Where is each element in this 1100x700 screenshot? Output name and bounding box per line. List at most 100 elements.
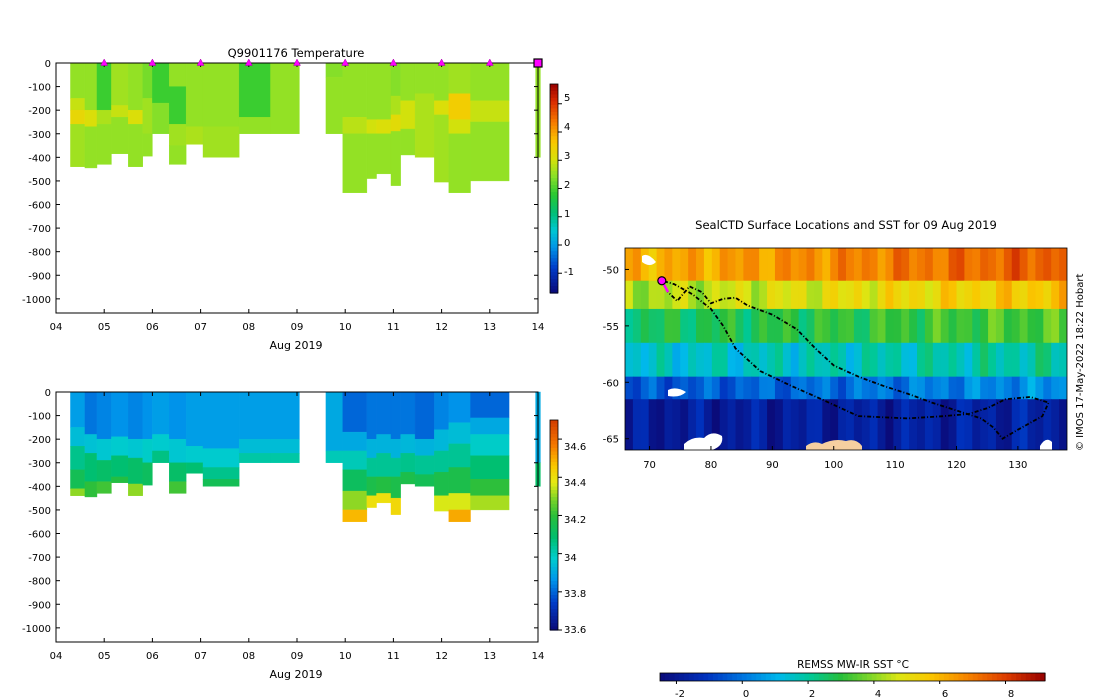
profile-cell	[152, 391, 170, 435]
colorbar-segment	[550, 185, 558, 190]
colorbar-segment	[550, 493, 558, 498]
profile-cell	[270, 438, 300, 454]
colorbar-segment	[550, 542, 558, 547]
sst-cell	[901, 248, 910, 282]
profile-cell	[84, 434, 98, 454]
colorbar-segment	[550, 139, 558, 144]
colorbar-segment	[550, 535, 558, 540]
colorbar-segment	[550, 143, 558, 148]
sst-cell	[988, 280, 997, 310]
sst-colorbar-segment	[977, 673, 984, 681]
sst-colorbar-segment	[876, 673, 882, 681]
sst-cell	[901, 399, 910, 450]
profile-cell	[376, 119, 392, 134]
sst-cell	[688, 280, 697, 310]
sst-cell	[735, 399, 744, 450]
sst-colorbar-segment	[862, 673, 868, 681]
sst-cell	[751, 342, 760, 378]
sst-cell	[735, 308, 744, 344]
sst-cell	[806, 376, 816, 400]
sst-cell	[869, 280, 879, 310]
sst-colorbar-segment	[886, 673, 892, 681]
colorbar-segment	[550, 469, 558, 474]
profile-cell	[325, 391, 343, 452]
profile-cell	[414, 455, 435, 475]
colorbar-segment	[550, 223, 558, 228]
sst-cell	[656, 376, 666, 400]
sst-cell	[735, 280, 744, 310]
map-x-tick-label: 90	[766, 460, 779, 471]
profile-cell	[366, 62, 377, 120]
colorbar-segment	[550, 198, 558, 204]
sst-cell	[972, 342, 981, 378]
sst-cell	[1027, 308, 1037, 344]
colorbar-segment	[550, 150, 558, 155]
profile-cell	[390, 95, 401, 116]
seal-track-points	[657, 276, 670, 293]
profile-cell	[342, 133, 368, 193]
sst-cell	[948, 308, 958, 344]
profile-cell	[70, 446, 86, 471]
profile-surface-marker	[196, 58, 205, 66]
profile-cell	[342, 490, 368, 511]
colorbar-segment	[550, 448, 558, 453]
sst-cell	[846, 376, 855, 400]
sst-cell	[885, 280, 894, 310]
colorbar-segment	[550, 101, 558, 106]
colorbar-segment	[550, 458, 558, 463]
x-tick-label: 06	[146, 322, 159, 333]
profile-cell	[270, 391, 300, 440]
sst-cell	[901, 342, 910, 378]
sst-cell	[980, 248, 989, 282]
sst-cell	[664, 248, 673, 282]
sst-cell	[1059, 280, 1067, 310]
profile-cell	[128, 438, 143, 459]
sst-colorbar-segment	[1006, 673, 1012, 681]
profile-cell	[96, 438, 112, 461]
sst-cell	[632, 248, 642, 282]
sst-cell	[853, 376, 863, 400]
sst-cell	[751, 308, 760, 344]
colorbar-segment	[550, 507, 558, 512]
colorbar-segment	[550, 549, 558, 554]
sst-cell	[995, 280, 1005, 310]
sst-colorbar-segment	[746, 673, 753, 681]
sst-cell	[711, 248, 721, 282]
colorbar-segment	[550, 132, 558, 137]
sst-cell	[972, 280, 981, 310]
sst-cell	[711, 280, 721, 310]
colorbar-segment	[550, 500, 558, 505]
sst-colorbar-segment	[660, 673, 666, 681]
profile-cell	[376, 476, 392, 494]
sst-colorbar-segment	[814, 673, 820, 681]
sst-cell	[814, 248, 823, 282]
sst-colorbar-segment	[794, 673, 801, 681]
sst-cell	[672, 399, 681, 450]
x-tick-label: 14	[532, 651, 545, 662]
profile-cell	[169, 438, 187, 463]
sst-cell	[980, 280, 989, 310]
profile-cell	[390, 438, 401, 459]
temperature-x-axis: 04 05 06 07 08 09 10 11 12 13 14	[50, 63, 544, 333]
y-tick-label: -500	[28, 177, 51, 188]
profile-cell	[342, 469, 368, 492]
sst-cell	[838, 399, 847, 450]
profile-cell	[434, 495, 450, 512]
x-tick-label: 13	[483, 322, 496, 333]
sst-cell	[995, 399, 1005, 450]
sst-cell	[932, 399, 942, 450]
temperature-colorbar-tick-label: 2	[564, 180, 570, 191]
sst-cell	[648, 308, 658, 344]
sst-cell	[901, 308, 910, 344]
sst-cell	[830, 376, 839, 400]
sst-cell	[767, 280, 776, 310]
sst-cell	[901, 280, 910, 310]
x-tick-label: 09	[291, 651, 304, 662]
map-x-tick-label: 70	[643, 460, 656, 471]
sst-cell	[846, 280, 855, 310]
profile-cell	[390, 497, 401, 515]
y-tick-label: -400	[28, 482, 51, 493]
sst-cell	[917, 399, 926, 450]
sst-cell	[861, 399, 871, 450]
sst-cell	[735, 376, 744, 400]
